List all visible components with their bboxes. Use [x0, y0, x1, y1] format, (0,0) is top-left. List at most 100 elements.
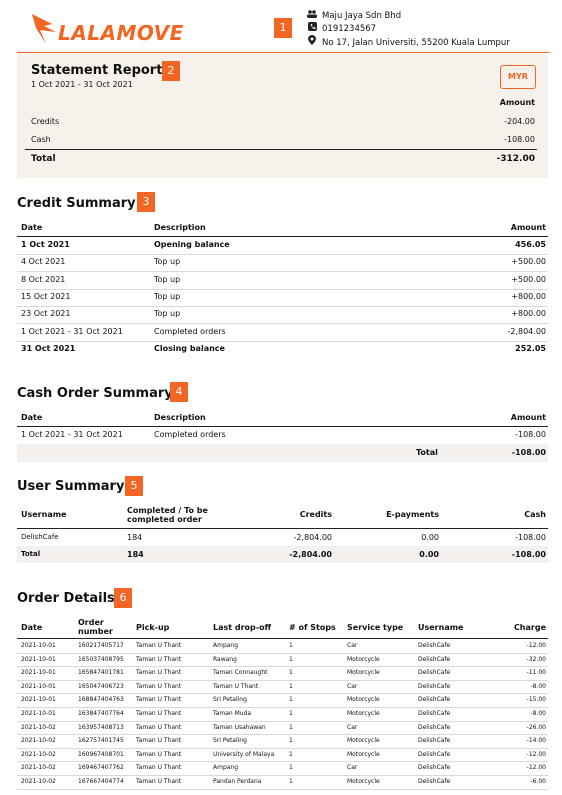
order-row-date: 2021-10-02	[21, 723, 56, 731]
user-row-orders: 184	[127, 533, 143, 542]
order-row-pickup: Taman U Thant	[136, 750, 182, 758]
order-row-charge: -12.00	[526, 750, 546, 758]
cash-row-date: 1 Oct 2021 - 31 Oct 2021	[21, 430, 123, 439]
order-row-pickup: Taman U Thant	[136, 655, 182, 663]
order-row-divider	[17, 666, 548, 668]
statement-credits-label: Credits	[31, 117, 60, 126]
statement-amount-header: Amount	[499, 98, 535, 107]
order-row-number: 165047406723	[78, 682, 124, 690]
order-row-dropoff: Sri Petaling	[213, 737, 247, 745]
order-row-number: 167667404774	[78, 778, 124, 785]
order-row-service: Motorcycle	[347, 655, 380, 663]
order-row-charge: -8.00	[530, 710, 546, 717]
credit-row-amount: 252.05	[515, 343, 546, 353]
credit-row-amount: +800.00	[511, 309, 546, 319]
company-name-row: Maju Jaya Sdn Bhd	[306, 10, 401, 21]
user-total-epayments: 0.00	[419, 550, 439, 559]
user-total-credits: -2,804.00	[289, 550, 332, 559]
order-row-dropoff: Taman Muda	[213, 710, 252, 717]
order-row-pickup: Taman U Thant	[136, 642, 182, 649]
order-row-username: DelishCafe	[418, 642, 451, 649]
currency-badge: MYR	[500, 65, 536, 89]
order-row-divider	[17, 720, 548, 722]
cash-header-date: Date	[21, 413, 43, 422]
badge-3: 3	[137, 192, 155, 212]
user-header-orders: Completed / To be completed order	[127, 506, 208, 524]
order-row-number: 162757401745	[78, 737, 124, 745]
credit-row-amount: +500.00	[511, 274, 546, 284]
credit-row-amount: 456.05	[515, 240, 546, 249]
user-row-credits: -2,804.00	[293, 533, 332, 542]
order-row-service: Car	[347, 723, 358, 731]
order-header-username: Username	[418, 623, 464, 632]
credit-row-divider	[17, 305, 548, 307]
company-address: No 17, Jalan Universiti, 55200 Kuala Lum…	[322, 38, 510, 48]
order-row-pickup: Taman U Thant	[136, 723, 182, 731]
order-row-pickup: Taman U Thant	[136, 710, 182, 717]
user-total-row	[17, 546, 548, 563]
order-row-charge: -6.00	[530, 778, 546, 785]
credit-header-divider	[17, 236, 548, 237]
credit-row-description: Closing balance	[154, 343, 225, 353]
order-row-date: 2021-10-01	[21, 642, 56, 649]
statement-period: 1 Oct 2021 - 31 Oct 2021	[31, 80, 133, 89]
order-row-dropoff: University of Malaya	[213, 750, 275, 758]
order-row-dropoff: Pandan Perdana	[213, 778, 262, 785]
order-row-service: Motorcycle	[347, 778, 380, 785]
user-row-epayments: 0.00	[421, 533, 439, 542]
credit-row-divider	[17, 340, 548, 342]
order-row-number: 168847404763	[78, 696, 124, 704]
cash-header-divider	[17, 426, 548, 427]
order-row-date: 2021-10-01	[21, 682, 56, 690]
statement-total-amount: -312.00	[496, 154, 535, 164]
order-row-username: DelishCafe	[418, 764, 451, 772]
order-row-date: 2021-10-02	[21, 778, 56, 785]
order-row-service: Motorcycle	[347, 750, 380, 758]
order-row-pickup: Taman U Thant	[136, 778, 182, 785]
order-row-stops: 1	[289, 723, 293, 731]
statement-cash-amount: -108.00	[504, 135, 535, 144]
order-row-divider	[17, 734, 548, 736]
order-row-stops: 1	[289, 655, 293, 663]
credit-row-date: 1 Oct 2021 - 31 Oct 2021	[21, 326, 123, 336]
order-row-dropoff: Rawang	[213, 655, 237, 663]
order-row-stops: 1	[289, 737, 293, 745]
order-row-number: 169467407762	[78, 764, 124, 772]
cash-row-amount: -108.00	[515, 430, 546, 439]
order-row-username: DelishCafe	[418, 723, 451, 731]
order-row-username: DelishCafe	[418, 750, 451, 758]
credit-row-amount: +500.00	[511, 257, 546, 267]
order-row-username: DelishCafe	[418, 655, 451, 663]
order-row-stops: 1	[289, 669, 293, 677]
credit-row-divider	[17, 323, 548, 325]
order-header-pickup: Pick-up	[136, 623, 170, 632]
order-row-charge: -11.00	[526, 669, 546, 677]
order-row-date: 2021-10-02	[21, 750, 56, 758]
order-row-divider	[17, 747, 548, 749]
badge-4: 4	[170, 382, 188, 402]
company-phone: 0191234567	[322, 24, 377, 34]
header-divider	[17, 52, 549, 53]
order-row-username: DelishCafe	[418, 669, 451, 677]
order-row-username: DelishCafe	[418, 696, 451, 704]
order-row-date: 2021-10-01	[21, 655, 56, 663]
order-row-divider	[17, 788, 548, 790]
credit-header-date: Date	[21, 223, 43, 232]
order-header-charge: Charge	[513, 623, 546, 632]
order-row-dropoff: Sri Petaling	[213, 696, 247, 704]
user-summary-title: User Summary	[17, 479, 125, 494]
order-row-charge: -32.00	[526, 655, 546, 663]
order-row-date: 2021-10-01	[21, 710, 56, 717]
badge-6: 6	[114, 588, 132, 608]
credit-row-date: 15 Oct 2021	[21, 291, 71, 301]
order-row-charge: -12.00	[526, 642, 546, 649]
order-row-date: 2021-10-02	[21, 737, 56, 745]
credit-row-description: Top up	[154, 309, 181, 319]
user-row-cash: -108.00	[515, 533, 546, 542]
order-row-charge: -14.00	[526, 737, 546, 745]
order-row-divider	[17, 774, 548, 776]
phone-icon	[306, 22, 318, 34]
order-row-stops: 1	[289, 764, 293, 772]
company-address-row: No 17, Jalan Universiti, 55200 Kuala Lum…	[306, 35, 510, 48]
order-row-service: Car	[347, 682, 358, 690]
